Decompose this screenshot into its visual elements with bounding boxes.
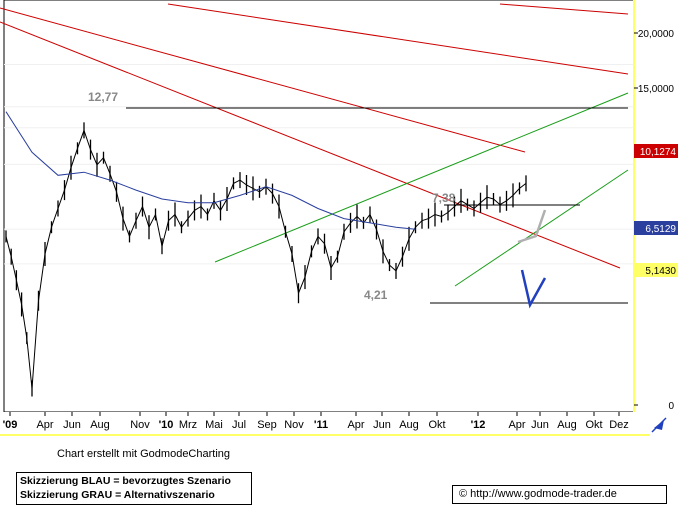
x-tick-16: '12 (471, 419, 486, 431)
x-tick-21: Dez (609, 419, 629, 431)
source-link[interactable]: © http://www.godmode-trader.de (452, 485, 667, 504)
resistance-line-upper (0, 7, 526, 153)
grid-lines (4, 64, 634, 265)
x-tick-2: Jun (63, 419, 81, 431)
grey-scenario-sketch (517, 209, 547, 244)
x-tick-12: Apr (347, 419, 364, 431)
moving-average-line (5, 111, 416, 230)
chart-annotations: 12,77 7,38 4,21 (88, 90, 456, 302)
x-tick-5: '10 (159, 419, 174, 431)
annotation-1: 7,38 (432, 191, 456, 205)
y-tick-3: 0 (668, 401, 674, 412)
x-tick-9: Sep (257, 419, 277, 431)
chart-credit: Chart erstellt mit GodmodeCharting (57, 448, 231, 460)
x-tick-20: Okt (585, 419, 602, 431)
badge-0: 10,1274 (640, 147, 677, 158)
x-tick-13: Jun (373, 419, 391, 431)
resistance-line-main (0, 21, 621, 269)
moving-average-series (5, 111, 416, 230)
y-tick-0: 20,0000 (638, 29, 675, 40)
x-axis-panel (0, 412, 679, 434)
resistance-line-far (499, 3, 629, 15)
trend-lines (0, 3, 629, 304)
arrow-icon[interactable] (651, 417, 667, 433)
y-axis-panel (634, 0, 679, 412)
price-line (5, 128, 527, 389)
x-tick-3: Aug (90, 419, 110, 431)
x-tick-17: Apr (508, 419, 525, 431)
y-tick-1: 15,0000 (638, 84, 675, 95)
x-tick-10: Nov (284, 419, 304, 431)
x-tick-6: Mrz (179, 419, 197, 431)
support-line-long (214, 92, 629, 263)
blue-scenario-sketch (520, 269, 547, 309)
support-line-short (454, 169, 629, 287)
x-tick-19: Aug (557, 419, 577, 431)
x-tick-15: Okt (428, 419, 445, 431)
badge-1: 6,5129 (645, 224, 676, 235)
badge-bg-0 (634, 144, 678, 158)
price-series (5, 122, 527, 397)
plot-area (3, 0, 635, 413)
badge-bg-1 (634, 221, 678, 235)
badge-2: 5,1430 (645, 266, 676, 277)
legend-blue: Skizzierung BLAU = bevorzugtes Szenario (20, 475, 231, 487)
x-tick-7: Mai (205, 419, 223, 431)
legend-box: Skizzierung BLAU = bevorzugtes Szenario … (16, 472, 252, 505)
price-badges: 10,1274 6,5129 5,1430 (634, 144, 678, 277)
x-tick-8: Jul (232, 419, 246, 431)
legend-grey: Skizzierung GRAU = Alternativszenario (20, 489, 215, 501)
x-tick-4: Nov (130, 419, 150, 431)
x-axis: '09 Apr Jun Aug Nov '10 Mrz Mai Jul Sep Nov '11 Apr J… (3, 412, 629, 431)
x-tick-18: Jun (531, 419, 549, 431)
x-tick-14: Aug (399, 419, 419, 431)
resistance-line-top (167, 3, 629, 75)
x-tick-0: '09 (3, 419, 18, 431)
annotation-0: 12,77 (88, 90, 118, 104)
annotation-2: 4,21 (364, 288, 388, 302)
x-tick-11: '11 (314, 419, 328, 431)
x-tick-1: Apr (36, 419, 53, 431)
badge-bg-2 (634, 263, 678, 277)
scenario-sketches (517, 209, 547, 309)
y-axis: 20,0000 15,0000 0 (634, 29, 674, 412)
